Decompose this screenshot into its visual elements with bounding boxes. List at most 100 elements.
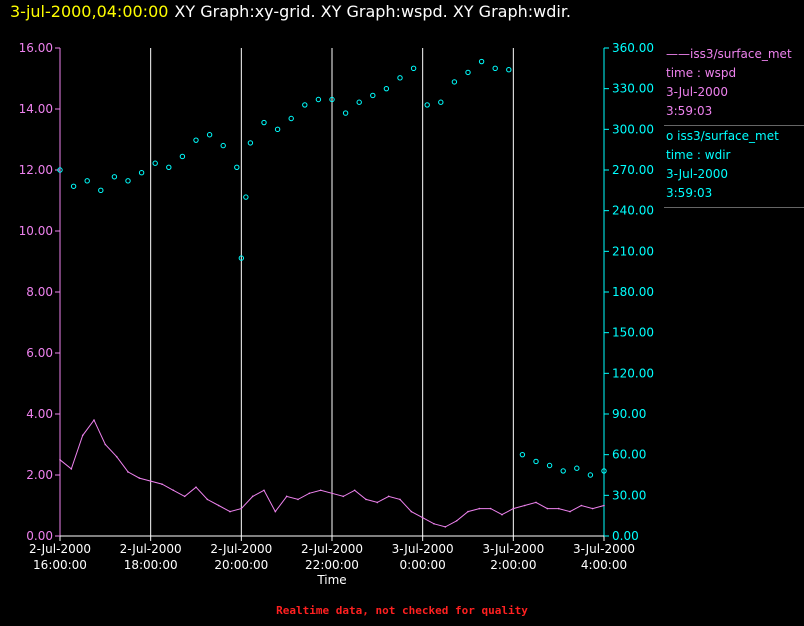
wspd-point [410,510,413,513]
quality-notice: Realtime data, not checked for quality [276,604,528,617]
x-tick-label-time: 2:00:00 [490,558,536,572]
wdir-point [587,472,594,478]
y-left-tick-label: 16.00 [19,41,53,55]
wspd-point [353,489,356,492]
wspd-point [546,507,549,510]
wdir-point [574,465,580,471]
legend-date: 3-Jul-2000 [666,85,728,99]
wspd-point [183,495,186,498]
x-tick-label-date: 2-Jul-2000 [29,542,91,556]
wspd-point [387,495,390,498]
wdir-point [288,115,294,122]
wspd-point [263,489,265,492]
x-tick-label-time: 4:00:00 [581,558,627,572]
wdir-point [274,126,281,133]
y-right-tick-label: 270.00 [612,163,654,177]
wspd-point [149,480,152,482]
x-tick-label-time: 20:00:00 [214,558,268,572]
legend-time: 3:59:03 [666,186,713,200]
wdir-point [560,468,566,474]
y-left-tick-label: 10.00 [19,224,53,238]
wspd-point [172,489,175,492]
wspd-point [365,498,367,501]
legend-line-marker: —— [666,47,690,61]
wdir-point [125,178,131,184]
wspd-point [206,498,209,501]
wspd-point [319,489,322,492]
y-right-tick-label: 360.00 [612,41,654,55]
wspd-point [70,468,73,470]
legend: ——iss3/surface_met time : wspd 3-Jul-200… [664,44,804,208]
wdir-point [342,110,349,116]
wdir-point [206,132,213,138]
wdir-point [383,85,390,92]
wdir-point [70,183,77,189]
x-axis-label: Time [317,573,347,587]
y-right-tick-label: 120.00 [612,366,654,380]
wdir-point [138,170,145,176]
wspd-point [195,486,197,489]
wdir-point [166,164,172,170]
y-left-tick-label: 14.00 [19,102,53,116]
wdir-point [84,178,90,184]
wspd-point [161,483,163,485]
wspd-point [376,501,379,504]
wspd-point [523,504,526,507]
wspd-point [557,507,560,510]
wdir-point [243,194,249,200]
wspd-point [489,507,492,510]
wspd-point [331,492,333,495]
wspd-point [93,419,95,421]
wdir-point [57,167,63,173]
y-right-tick-label: 300.00 [612,122,654,136]
wspd-point [535,501,537,504]
wspd-point [274,510,277,513]
y-left-tick-label: 8.00 [26,285,53,299]
graph-title: 3-jul-2000,04:00:00 XY Graph:xy-grid. XY … [10,2,571,21]
wspd-point [512,507,515,510]
wspd-point [81,434,84,437]
y-right-tick-label: 90.00 [612,407,646,421]
x-tick-label-time: 18:00:00 [124,558,178,572]
x-tick-label-date: 2-Jul-2000 [120,542,182,556]
x-tick-label-date: 3-Jul-2000 [573,542,635,556]
wspd-point [115,455,118,458]
wspd-point [308,492,311,495]
wdir-point [506,66,512,73]
wspd-point [580,504,583,507]
wdir-point [302,102,308,108]
legend-field: time : wspd [666,66,737,80]
wspd-point [240,507,243,510]
wdir-point [424,102,430,108]
wdir-point [370,92,376,99]
wdir-point [220,142,226,149]
wdir-point [451,79,458,85]
wdir-point [261,119,267,126]
wdir-point [234,164,240,170]
wdir-point [546,462,553,469]
x-tick-label-date: 3-Jul-2000 [392,542,454,556]
wspd-point [444,526,447,528]
wdir-point [98,187,104,194]
wspd-point [229,510,231,513]
wdir-point [438,99,444,105]
wspd-point [217,504,220,507]
wspd-point [433,523,435,525]
wspd-point [467,510,469,513]
wdir-point [179,153,186,160]
wspd-point [591,507,594,510]
wspd-point [399,498,401,501]
wdir-point [111,174,118,180]
y-right-tick-label: 210.00 [612,244,654,258]
x-tick-label-time: 16:00:00 [33,558,87,572]
wspd-point [127,471,129,473]
wspd-point [478,507,481,510]
y-left-tick-label: 6.00 [26,346,53,360]
wspd-point [421,516,424,519]
wspd-point [59,458,61,461]
wdir-point [247,140,254,146]
wdir-point [533,458,539,465]
wspd-point [251,495,254,498]
title-graph-names: XY Graph:xy-grid. XY Graph:wspd. XY Grap… [174,2,572,21]
legend-date: 3-Jul-2000 [666,167,728,181]
